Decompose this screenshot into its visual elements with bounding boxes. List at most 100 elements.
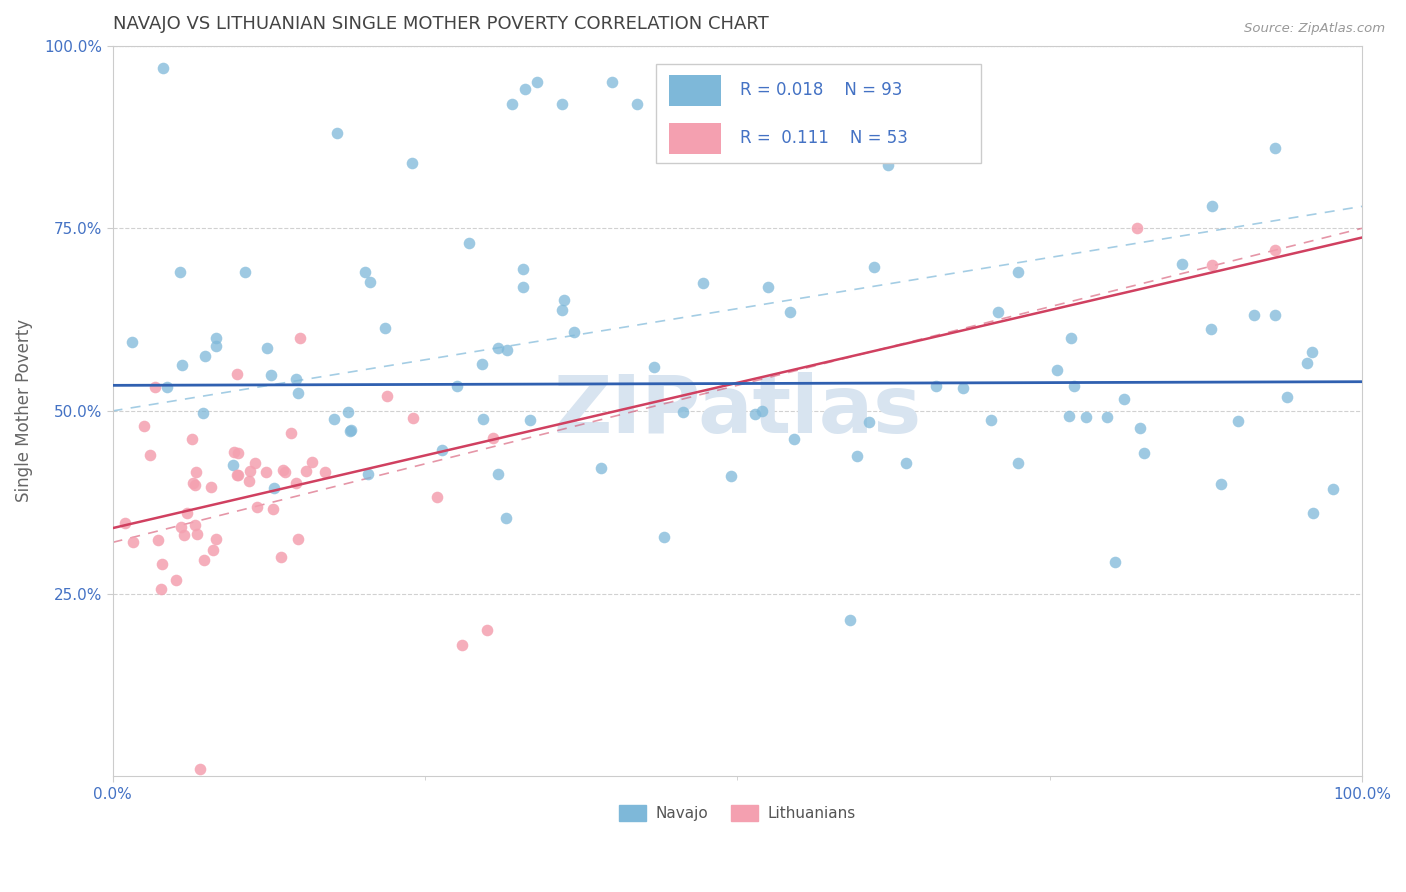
Point [181,476,204,491]
Point [1097,409,1119,424]
Point [222,445,245,459]
Point [238,474,260,488]
Point [401,155,423,169]
Point [846,449,869,463]
Point [495,511,517,525]
Point [202,543,225,558]
Point [1302,506,1324,520]
Point [374,321,396,335]
Point [626,97,648,112]
Point [1275,390,1298,404]
Point [551,303,574,318]
Point [987,304,1010,318]
Point [1059,409,1081,424]
Point [260,368,283,382]
Text: R =  0.111    N = 53: R = 0.111 N = 53 [740,129,908,147]
Point [188,762,211,776]
Point [150,557,173,571]
Point [952,381,974,395]
Point [471,358,494,372]
Point [194,349,217,363]
Point [486,467,509,482]
Point [169,265,191,279]
Point [692,276,714,290]
Point [430,443,453,458]
Point [284,476,307,491]
Point [877,158,900,172]
Point [1209,477,1232,491]
Point [512,280,534,294]
Bar [668,123,721,153]
FancyBboxPatch shape [657,64,981,162]
Point [1227,414,1250,428]
Point [181,432,204,446]
Point [1045,363,1067,377]
Point [672,405,695,419]
Point [226,446,249,460]
Point [553,293,575,307]
Point [513,82,536,96]
Point [226,467,249,482]
Point [1129,420,1152,434]
Point [1243,308,1265,322]
Point [751,404,773,418]
Point [482,431,505,445]
Point [262,502,284,516]
Point [226,368,249,382]
Point [169,520,191,534]
Point [287,533,309,547]
Point [980,413,1002,427]
Point [359,275,381,289]
Point [471,412,494,426]
Point [254,466,277,480]
Point [1007,265,1029,279]
Point [200,480,222,494]
Y-axis label: Single Mother Poverty: Single Mother Poverty [15,319,32,502]
Point [193,552,215,566]
Point [205,331,228,345]
Point [744,408,766,422]
Point [284,372,307,386]
Point [287,386,309,401]
Point [477,623,499,637]
Point [1133,446,1156,460]
Point [779,305,801,319]
Point [121,334,143,349]
Point [1126,221,1149,235]
Point [512,262,534,277]
Point [643,360,665,375]
Point [288,331,311,345]
Point [562,325,585,339]
Point [222,458,245,473]
Point [1076,410,1098,425]
Point [326,126,349,140]
Point [1063,378,1085,392]
Point [858,415,880,429]
Point [246,500,269,514]
Point [149,582,172,597]
Point [239,464,262,478]
Point [139,448,162,462]
Point [446,378,468,392]
Text: ZIPatlas: ZIPatlas [553,372,921,450]
Point [301,455,323,469]
Text: R = 0.018    N = 93: R = 0.018 N = 93 [740,81,903,99]
Point [756,280,779,294]
Point [458,235,481,250]
Point [170,358,193,372]
Point [451,638,474,652]
Point [152,61,174,75]
Point [863,260,886,274]
Point [486,341,509,355]
Point [270,550,292,565]
Point [426,490,449,504]
Point [377,389,399,403]
Point [1263,244,1285,258]
Point [551,97,574,112]
Point [176,506,198,520]
Point [295,464,318,478]
Point [495,343,517,357]
Point [173,528,195,542]
Point [1201,258,1223,272]
Point [501,97,523,112]
